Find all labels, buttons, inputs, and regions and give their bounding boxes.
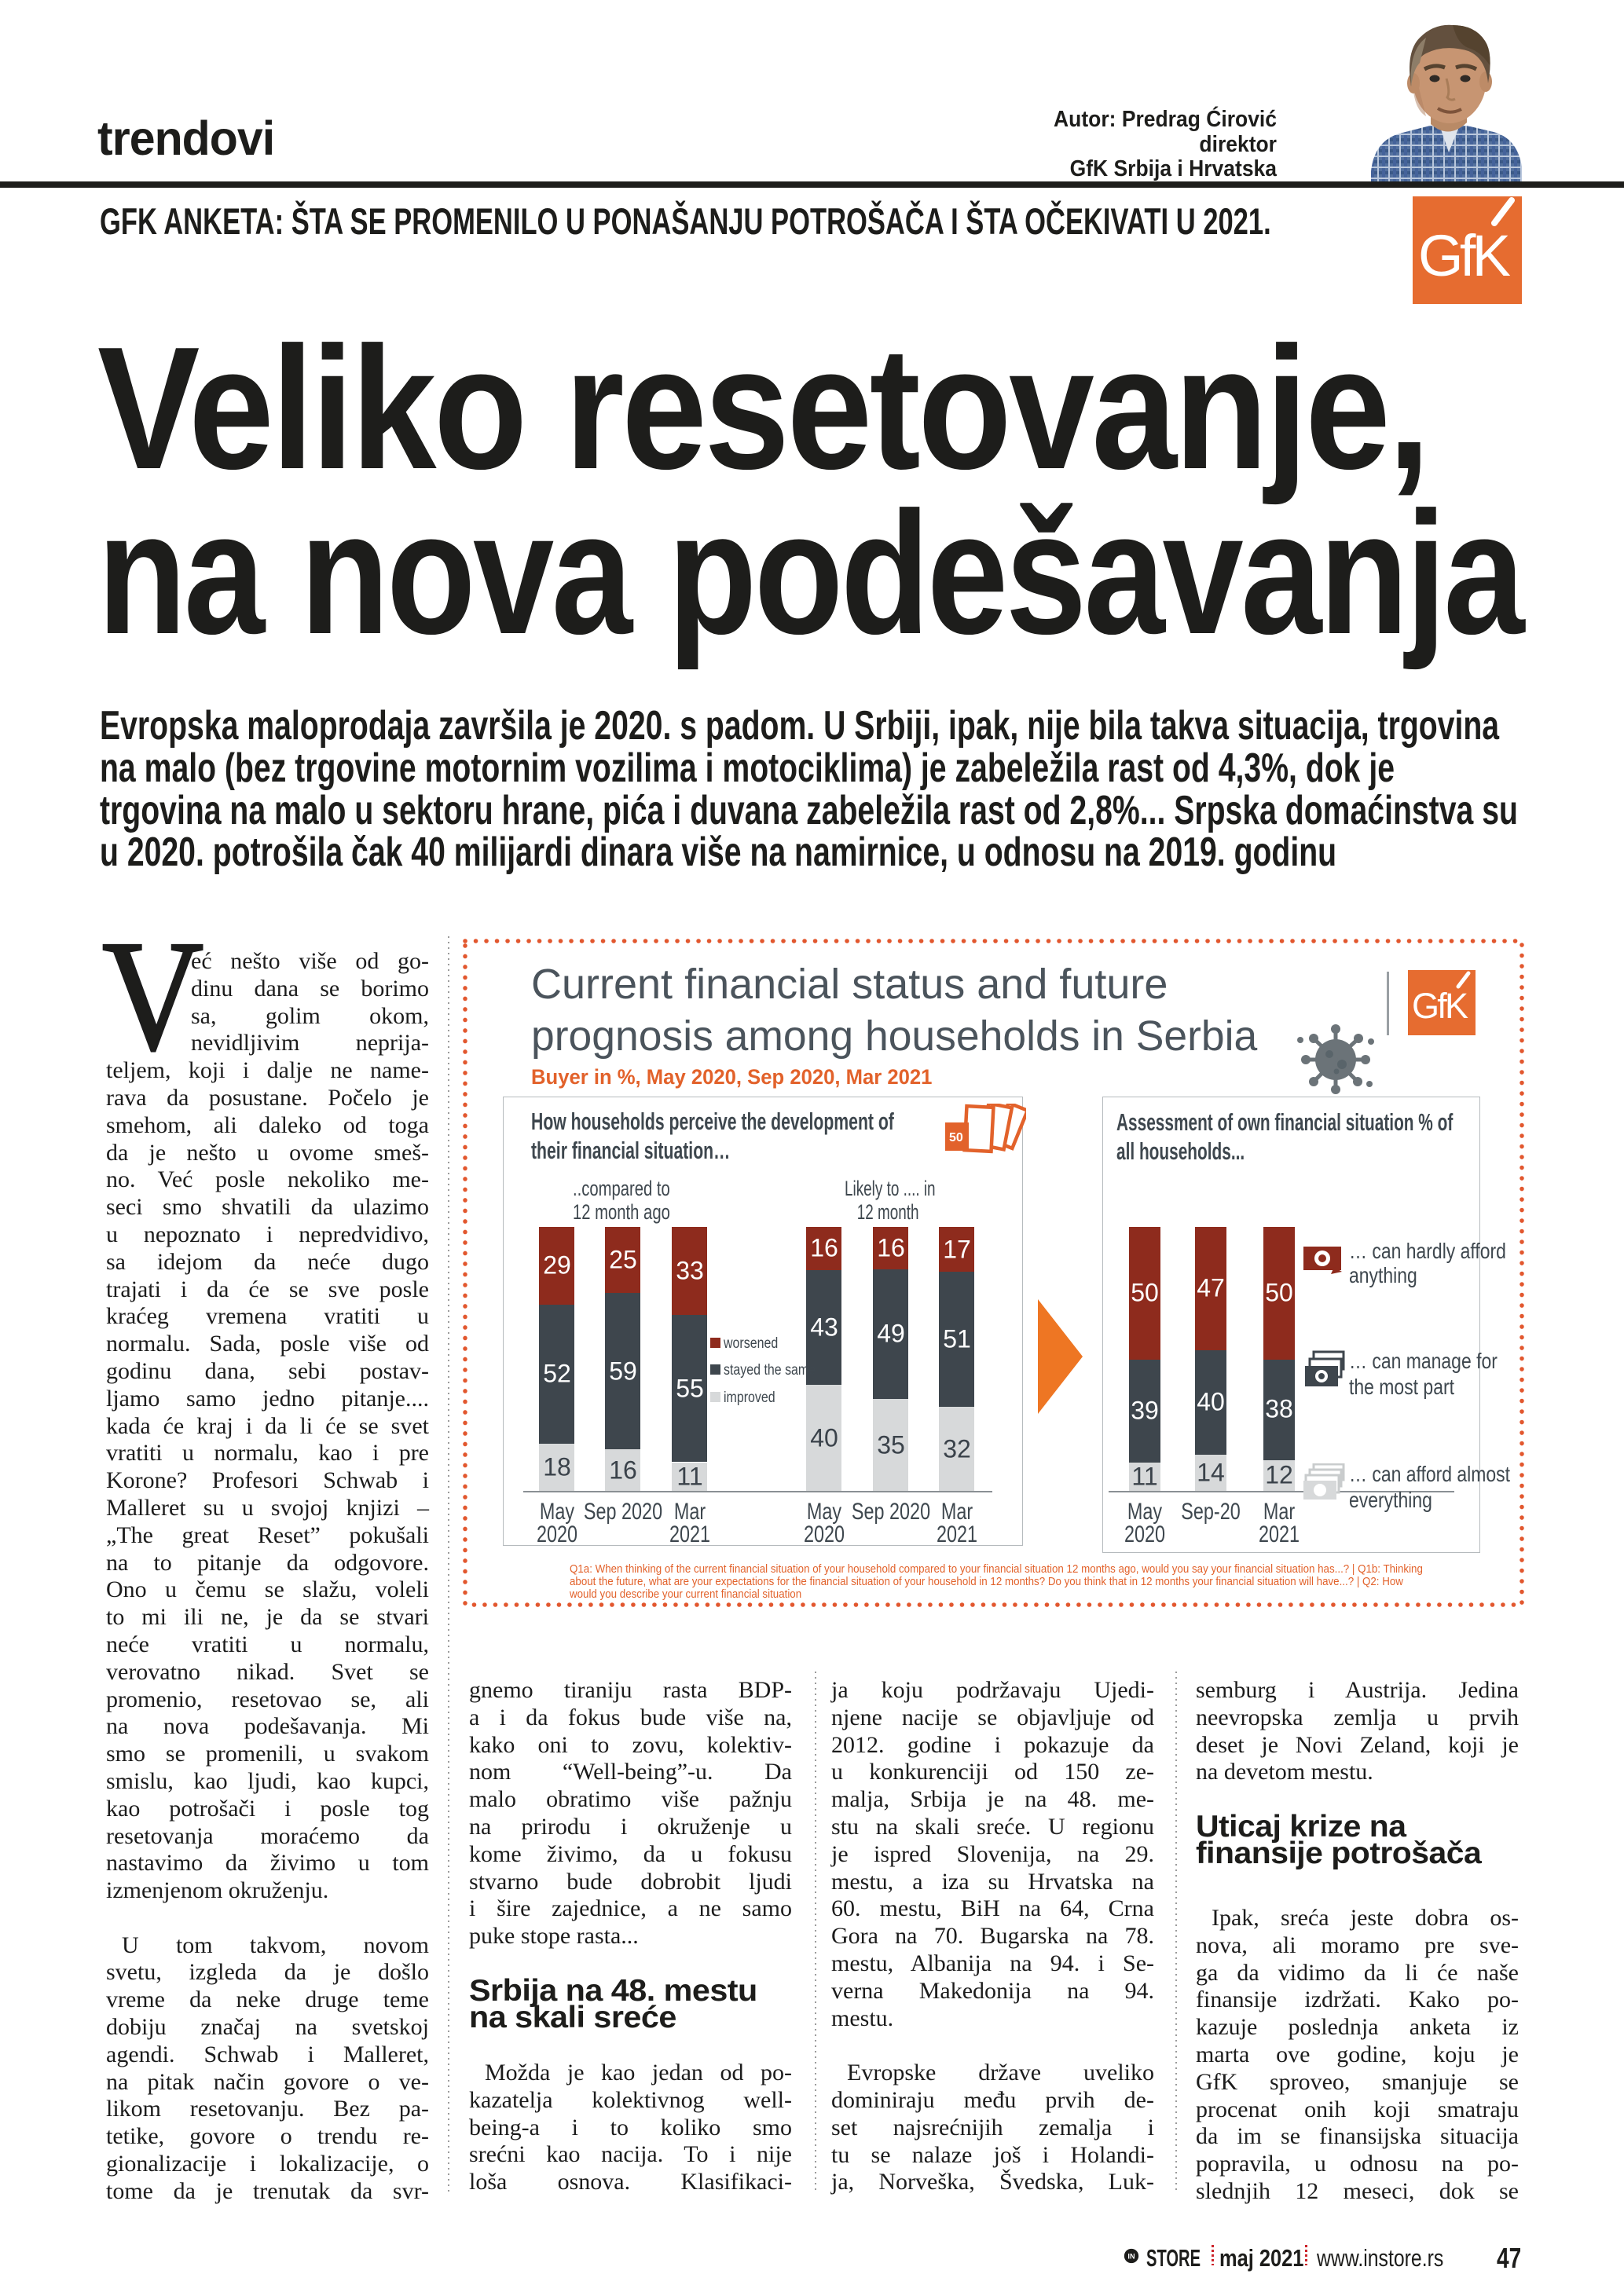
svg-text:IN: IN xyxy=(1127,2252,1135,2260)
svg-text:GfK: GfK xyxy=(1412,986,1468,1026)
svg-text:50: 50 xyxy=(949,1131,963,1144)
svg-text:GfK: GfK xyxy=(1418,223,1511,288)
